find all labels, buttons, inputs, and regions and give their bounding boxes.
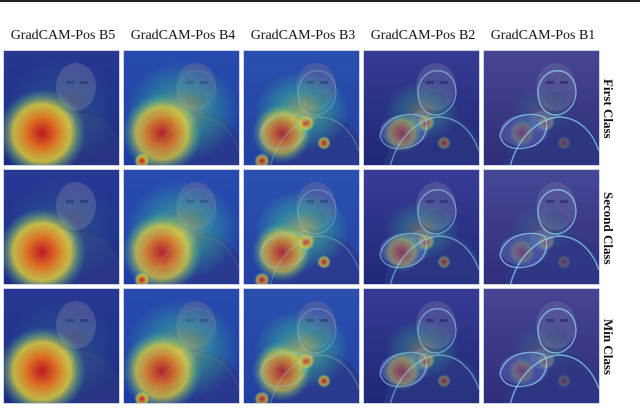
- heatmap-tile: [3, 50, 120, 166]
- row-label-2: Min Class: [601, 319, 616, 375]
- row-label-0: First Class: [601, 79, 616, 139]
- heatmap-tile: [3, 288, 120, 404]
- heatmap-tile: [363, 169, 480, 285]
- heatmap-tile: [483, 50, 600, 166]
- heatmap-tile: [3, 169, 120, 285]
- column-header-b5: GradCAM-Pos B5: [10, 28, 116, 43]
- top-rule: [0, 0, 640, 2]
- heatmap-tile: [123, 169, 240, 285]
- heatmap-tile: [123, 288, 240, 404]
- column-header-b3: GradCAM-Pos B3: [250, 28, 356, 43]
- heatmap-tile: [123, 50, 240, 166]
- column-header-b2: GradCAM-Pos B2: [370, 28, 476, 43]
- column-header-b1: GradCAM-Pos B1: [490, 28, 596, 43]
- column-header-b4: GradCAM-Pos B4: [130, 28, 236, 43]
- heatmap-tile: [483, 169, 600, 285]
- heatmap-tile: [243, 288, 360, 404]
- heatmap-tile: [243, 50, 360, 166]
- row-label-1: Second Class: [601, 191, 616, 265]
- heatmap-tile: [363, 288, 480, 404]
- heatmap-tile: [363, 50, 480, 166]
- heatmap-tile: [483, 288, 600, 404]
- heatmap-tile: [243, 169, 360, 285]
